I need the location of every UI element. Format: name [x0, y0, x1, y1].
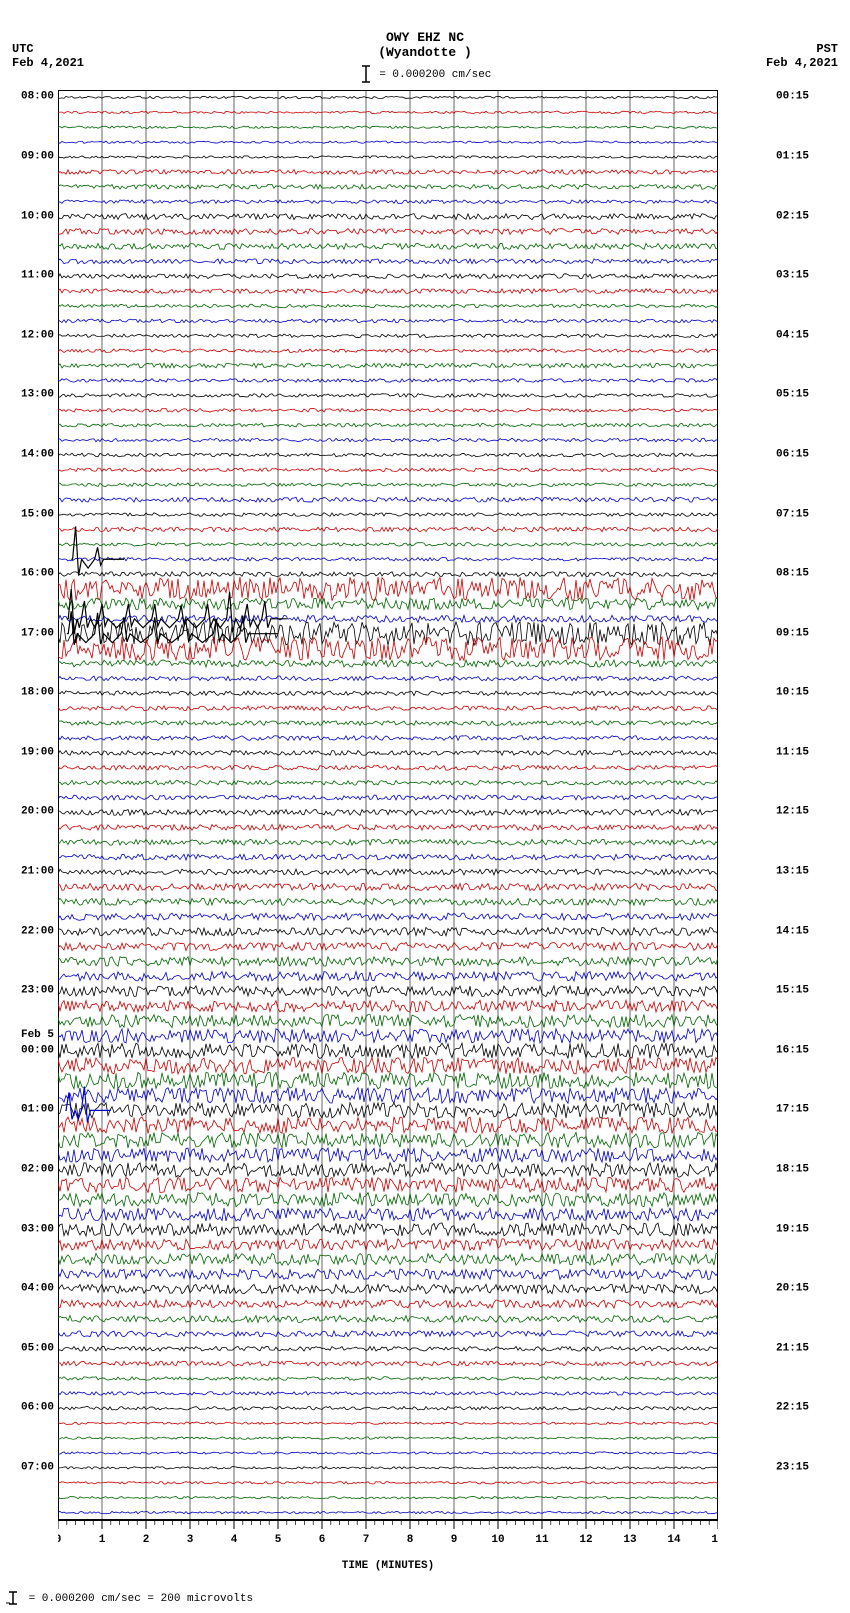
- svg-text:3: 3: [187, 1534, 194, 1546]
- svg-text:13: 13: [623, 1534, 637, 1546]
- time-label: 15:15: [776, 986, 850, 997]
- station-code: OWY EHZ NC: [0, 30, 850, 45]
- time-label: 22:00: [0, 926, 54, 937]
- chart-header: OWY EHZ NC (Wyandotte ): [0, 30, 850, 60]
- svg-text:12: 12: [579, 1534, 592, 1546]
- time-label: 21:00: [0, 867, 54, 878]
- svg-text:5: 5: [275, 1534, 282, 1546]
- date-break-label: Feb 5: [0, 1030, 54, 1041]
- svg-text:14: 14: [667, 1534, 681, 1546]
- time-label: 13:00: [0, 390, 54, 401]
- time-label: 03:15: [776, 271, 850, 282]
- scale-indicator: = 0.000200 cm/sec: [0, 65, 850, 83]
- time-label: 10:00: [0, 211, 54, 222]
- time-label: 14:00: [0, 449, 54, 460]
- time-label: 06:00: [0, 1403, 54, 1414]
- time-label: 14:15: [776, 926, 850, 937]
- time-label: 01:15: [776, 152, 850, 163]
- time-label: 16:00: [0, 569, 54, 580]
- time-label: 17:15: [776, 1105, 850, 1116]
- svg-text:1: 1: [99, 1534, 106, 1546]
- time-label: 10:15: [776, 688, 850, 699]
- time-label: 03:00: [0, 1224, 54, 1235]
- time-label: 08:00: [0, 92, 54, 103]
- time-label: 19:15: [776, 1224, 850, 1235]
- svg-text:7: 7: [363, 1534, 370, 1546]
- time-label: 00:15: [776, 92, 850, 103]
- time-label: 23:00: [0, 986, 54, 997]
- time-label: 12:00: [0, 330, 54, 341]
- time-label: 19:00: [0, 747, 54, 758]
- svg-text:2: 2: [143, 1534, 150, 1546]
- time-label: 09:00: [0, 152, 54, 163]
- time-label: 20:15: [776, 1284, 850, 1295]
- time-label: 09:15: [776, 628, 850, 639]
- svg-text:15: 15: [711, 1534, 718, 1546]
- time-label: 11:00: [0, 271, 54, 282]
- time-label: 05:00: [0, 1343, 54, 1354]
- time-label: 11:15: [776, 747, 850, 758]
- svg-text:4: 4: [231, 1534, 238, 1546]
- svg-text:8: 8: [407, 1534, 414, 1546]
- time-label: 04:00: [0, 1284, 54, 1295]
- time-label: 23:15: [776, 1462, 850, 1473]
- x-axis: 0123456789101112131415: [58, 1520, 718, 1560]
- time-label: 21:15: [776, 1343, 850, 1354]
- time-label: 08:15: [776, 569, 850, 580]
- svg-text:10: 10: [491, 1534, 504, 1546]
- time-label: 16:15: [776, 1045, 850, 1056]
- seismogram-container: UTC Feb 4,2021 PST Feb 4,2021 OWY EHZ NC…: [0, 0, 850, 1613]
- svg-text:11: 11: [535, 1534, 549, 1546]
- time-label: 06:15: [776, 449, 850, 460]
- pst-time-labels: 00:15 01:15 02:15 03:15 04:15 05:15 06:15 07:15…: [770, 90, 850, 1520]
- x-axis-label: TIME (MINUTES): [58, 1560, 718, 1572]
- time-label: 13:15: [776, 867, 850, 878]
- time-label: 01:00: [0, 1105, 54, 1116]
- time-label: 02:00: [0, 1164, 54, 1175]
- svg-text:6: 6: [319, 1534, 326, 1546]
- time-label: 18:00: [0, 688, 54, 699]
- time-label: 07:15: [776, 509, 850, 520]
- time-label: 04:15: [776, 330, 850, 341]
- time-label: 00:00: [0, 1045, 54, 1056]
- time-label: 22:15: [776, 1403, 850, 1414]
- utc-time-labels: 08:00 09:00 10:00 11:00 12:00 13:00 14:00 15:00…: [0, 90, 56, 1520]
- time-label: 07:00: [0, 1462, 54, 1473]
- station-location: (Wyandotte ): [0, 45, 850, 60]
- time-label: 02:15: [776, 211, 850, 222]
- seismogram-plot: [58, 90, 718, 1520]
- svg-text:0: 0: [58, 1534, 61, 1546]
- time-label: 12:15: [776, 807, 850, 818]
- time-label: 15:00: [0, 509, 54, 520]
- time-label: 18:15: [776, 1164, 850, 1175]
- time-label: 05:15: [776, 390, 850, 401]
- time-label: 17:00: [0, 628, 54, 639]
- footer-scale: = 0.000200 cm/sec = 200 microvolts: [4, 1591, 253, 1605]
- footer-text: = 0.000200 cm/sec = 200 microvolts: [29, 1593, 253, 1605]
- scale-text: = 0.000200 cm/sec: [379, 69, 491, 81]
- svg-text:9: 9: [451, 1534, 458, 1546]
- time-label: 20:00: [0, 807, 54, 818]
